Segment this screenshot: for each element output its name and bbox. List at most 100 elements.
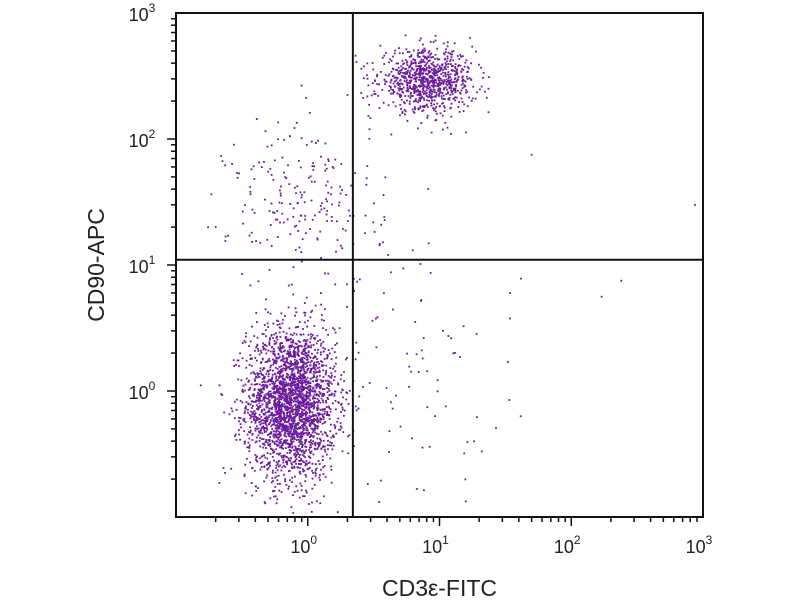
data-point (268, 341, 271, 344)
data-point (302, 389, 305, 391)
data-point (243, 412, 246, 414)
data-point (307, 367, 310, 370)
data-point (464, 91, 467, 94)
data-point (289, 351, 292, 353)
data-point (272, 348, 275, 350)
data-point (293, 358, 296, 361)
data-point (306, 388, 309, 390)
data-point (466, 441, 469, 443)
data-point (243, 430, 246, 433)
data-point (284, 176, 287, 178)
data-point (298, 390, 300, 392)
data-point (316, 420, 318, 423)
data-point (268, 433, 271, 436)
data-point (319, 386, 322, 388)
data-point (318, 371, 321, 373)
data-point (423, 99, 426, 101)
data-point (290, 438, 293, 441)
data-point (292, 345, 295, 348)
data-point (265, 430, 267, 433)
data-point (319, 418, 322, 421)
data-point (321, 422, 324, 425)
data-point (311, 376, 314, 379)
data-point (251, 357, 253, 360)
data-point (314, 472, 317, 475)
data-point (290, 368, 293, 370)
data-point (260, 349, 262, 352)
data-point (419, 99, 421, 102)
data-point (269, 453, 272, 455)
data-point (291, 481, 293, 483)
data-point (275, 448, 277, 451)
data-point (294, 361, 296, 364)
data-point (286, 372, 288, 375)
data-point (316, 334, 319, 337)
data-point (258, 400, 260, 402)
data-point (278, 439, 281, 442)
data-point (273, 211, 276, 214)
data-point (314, 390, 317, 393)
data-point (267, 443, 270, 446)
data-point (442, 75, 445, 77)
data-point (315, 393, 318, 396)
data-point (461, 67, 463, 70)
data-point (252, 415, 255, 418)
data-point (420, 37, 422, 40)
data-point (314, 463, 317, 465)
data-point (282, 396, 285, 399)
data-point (422, 97, 425, 99)
data-point (333, 375, 336, 378)
data-point (431, 99, 433, 102)
data-point (280, 394, 282, 397)
data-point (302, 373, 305, 375)
data-point (471, 97, 474, 100)
data-point (289, 451, 291, 454)
data-point (263, 431, 266, 433)
data-point (300, 194, 303, 196)
data-point (321, 413, 324, 416)
data-point (453, 70, 456, 72)
data-point (289, 446, 291, 448)
data-point (443, 98, 446, 100)
data-point (282, 358, 285, 360)
data-point (263, 501, 266, 503)
data-point (280, 440, 282, 443)
data-point (292, 428, 295, 431)
data-point (295, 410, 298, 413)
data-point (294, 396, 297, 399)
data-point (273, 383, 275, 385)
data-point (308, 176, 310, 179)
data-point (289, 384, 292, 387)
data-point (284, 407, 287, 410)
data-point (279, 327, 282, 329)
data-point (401, 75, 403, 78)
data-point (274, 399, 277, 401)
data-point (248, 413, 251, 416)
data-point (341, 388, 344, 391)
data-point (292, 215, 295, 218)
data-point (244, 421, 247, 424)
data-point (221, 394, 224, 396)
data-point (258, 372, 260, 375)
data-point (409, 85, 411, 88)
data-point (305, 381, 308, 383)
data-point (410, 88, 413, 90)
data-point (305, 406, 308, 409)
data-point (325, 198, 327, 201)
data-point (321, 361, 324, 363)
data-point (280, 423, 282, 426)
data-point (442, 98, 445, 100)
data-point (385, 52, 387, 54)
data-point (269, 380, 272, 382)
data-point (449, 83, 452, 86)
data-point (304, 422, 307, 425)
data-point (382, 241, 384, 244)
data-point (420, 65, 422, 67)
data-point (307, 344, 310, 347)
data-point (324, 348, 326, 350)
data-point (449, 93, 452, 96)
data-point (325, 357, 328, 360)
data-point (284, 420, 286, 423)
data-point (390, 88, 392, 91)
data-point (306, 376, 309, 379)
